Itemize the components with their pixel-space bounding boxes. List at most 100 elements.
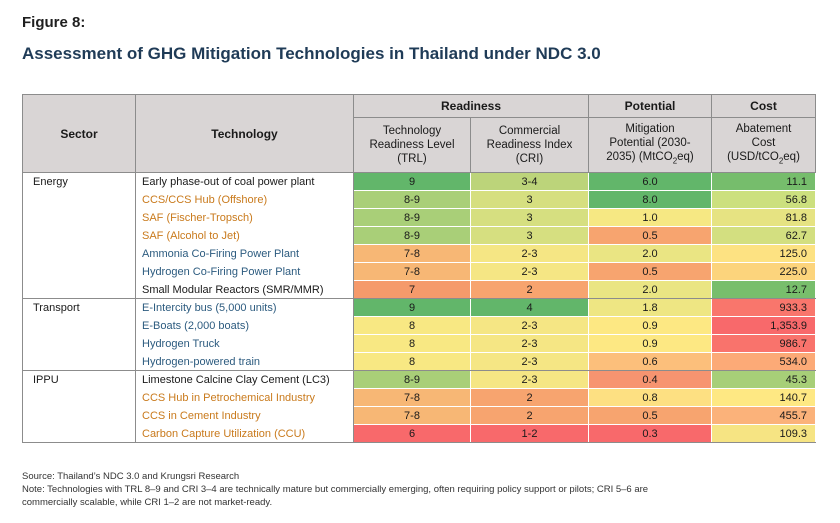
notes: Source: Thailand’s NDC 3.0 and Krungsri … bbox=[22, 470, 822, 509]
header-abate-line2: Cost bbox=[751, 136, 776, 149]
cost-cell: 225.0 bbox=[711, 262, 816, 281]
header-trl: Technology Readiness Level (TRL) bbox=[353, 117, 471, 173]
table-row: CCS Hub in Petrochemical Industry 7-8 2 0.8… bbox=[22, 388, 816, 407]
cri-cell: 2 bbox=[470, 280, 589, 299]
cri-cell: 2-3 bbox=[470, 262, 589, 281]
sector-cell bbox=[22, 208, 136, 227]
sector-cell: Transport bbox=[22, 298, 136, 317]
sector-cell: Energy bbox=[22, 172, 136, 191]
header-abate-sub: 2 bbox=[778, 156, 784, 166]
technology-cell: E-Boats (2,000 boats) bbox=[135, 316, 354, 335]
header-trl-line2: Readiness Level bbox=[369, 139, 455, 151]
mitigation-cell: 0.6 bbox=[588, 352, 712, 371]
technology-cell: Ammonia Co-Firing Power Plant bbox=[135, 244, 354, 263]
mitigation-cell: 0.8 bbox=[588, 388, 712, 407]
table-row: Ammonia Co-Firing Power Plant 7-8 2-3 2.0 12… bbox=[22, 244, 816, 263]
technology-cell: SAF (Fischer-Tropsch) bbox=[135, 208, 354, 227]
table-row: Carbon Capture Utilization (CCU) 6 1-2 0.3 1… bbox=[22, 424, 816, 443]
header-cri-line3: (CRI) bbox=[515, 153, 544, 165]
table-row: Hydrogen Co-Firing Power Plant 7-8 2-3 0.5 2… bbox=[22, 262, 816, 281]
header-mitigation: Mitigation Potential (2030- 2035) (MtCO2… bbox=[588, 117, 712, 173]
cri-cell: 2 bbox=[470, 406, 589, 425]
sector-cell bbox=[22, 334, 136, 353]
technology-cell: Hydrogen Truck bbox=[135, 334, 354, 353]
table-row: E-Boats (2,000 boats) 8 2-3 0.9 1,353.9 bbox=[22, 316, 816, 335]
sector-cell bbox=[22, 388, 136, 407]
mitigation-cell: 1.8 bbox=[588, 298, 712, 317]
cri-cell: 3 bbox=[470, 208, 589, 227]
mitigation-cell: 1.0 bbox=[588, 208, 712, 227]
cost-cell: 534.0 bbox=[711, 352, 816, 371]
mitigation-cell: 8.0 bbox=[588, 190, 712, 209]
header-cri-line2: Readiness Index bbox=[486, 139, 573, 151]
mitigation-cell: 0.3 bbox=[588, 424, 712, 443]
trl-cell: 8-9 bbox=[353, 190, 471, 209]
header-cri-line1: Commercial bbox=[498, 125, 561, 137]
mitigation-cell: 2.0 bbox=[588, 280, 712, 299]
header-sector: Sector bbox=[22, 94, 136, 173]
technology-cell: Small Modular Reactors (SMR/MMR) bbox=[135, 280, 354, 299]
technology-cell: Hydrogen Co-Firing Power Plant bbox=[135, 262, 354, 281]
technology-cell: Limestone Calcine Clay Cement (LC3) bbox=[135, 370, 354, 389]
header-abate-line1: Abatement bbox=[735, 122, 792, 135]
sector-cell: IPPU bbox=[22, 370, 136, 389]
trl-cell: 8 bbox=[353, 352, 471, 371]
table-row: IPPU Limestone Calcine Clay Cement (LC3) 8… bbox=[22, 370, 816, 389]
mitigation-cell: 6.0 bbox=[588, 172, 712, 191]
header-potential: Potential bbox=[588, 94, 712, 118]
table-row: Hydrogen-powered train 8 2-3 0.6 534.0 bbox=[22, 352, 816, 371]
header-abatement: Abatement Cost (USD/tCO2eq) bbox=[711, 117, 816, 173]
trl-cell: 8 bbox=[353, 316, 471, 335]
figure-title: Assessment of GHG Mitigation Technologie… bbox=[22, 44, 601, 63]
header-trl-line3: (TRL) bbox=[397, 153, 427, 165]
header-technology: Technology bbox=[135, 94, 354, 173]
technology-cell: Early phase-out of coal power plant bbox=[135, 172, 354, 191]
trl-cell: 6 bbox=[353, 424, 471, 443]
trl-cell: 8 bbox=[353, 334, 471, 353]
assessment-table: Sector Technology Readiness Potential Co… bbox=[22, 94, 816, 443]
header-abate-line3: (USD/tCO bbox=[727, 150, 779, 163]
header-cri: Commercial Readiness Index (CRI) bbox=[470, 117, 589, 173]
technology-cell: CCS/CCS Hub (Offshore) bbox=[135, 190, 354, 209]
table-row: Small Modular Reactors (SMR/MMR) 7 2 2.0 12.… bbox=[22, 280, 816, 299]
trl-cell: 7 bbox=[353, 280, 471, 299]
header-cost: Cost bbox=[711, 94, 816, 118]
cri-cell: 2 bbox=[470, 388, 589, 407]
header-abate-tail: eq) bbox=[783, 150, 800, 163]
cost-cell: 81.8 bbox=[711, 208, 816, 227]
sector-cell bbox=[22, 190, 136, 209]
header-readiness: Readiness bbox=[353, 94, 589, 118]
trl-cell: 7-8 bbox=[353, 244, 471, 263]
technology-cell: Hydrogen-powered train bbox=[135, 352, 354, 371]
cri-cell: 2-3 bbox=[470, 316, 589, 335]
table-row: Energy Early phase-out of coal power plan… bbox=[22, 172, 816, 191]
trl-cell: 7-8 bbox=[353, 388, 471, 407]
table-row: SAF (Fischer-Tropsch) 8-9 3 1.0 81.8 bbox=[22, 208, 816, 227]
cri-cell: 3 bbox=[470, 226, 589, 245]
cost-cell: 1,353.9 bbox=[711, 316, 816, 335]
header-mit-line1: Mitigation bbox=[625, 122, 675, 135]
technology-cell: SAF (Alcohol to Jet) bbox=[135, 226, 354, 245]
table-row: Transport E-Intercity bus (5,000 units) 9 4… bbox=[22, 298, 816, 317]
cri-cell: 2-3 bbox=[470, 334, 589, 353]
sector-cell bbox=[22, 226, 136, 245]
trl-cell: 8-9 bbox=[353, 208, 471, 227]
cri-cell: 2-3 bbox=[470, 352, 589, 371]
table-row: CCS/CCS Hub (Offshore) 8-9 3 8.0 56.8 bbox=[22, 190, 816, 209]
header-mit-sub: 2 bbox=[672, 156, 678, 166]
table-body: Energy Early phase-out of coal power plan… bbox=[22, 172, 816, 443]
mitigation-cell: 0.5 bbox=[588, 406, 712, 425]
cost-cell: 109.3 bbox=[711, 424, 816, 443]
figure-label: Figure 8: bbox=[22, 14, 86, 31]
mitigation-cell: 2.0 bbox=[588, 244, 712, 263]
cri-cell: 4 bbox=[470, 298, 589, 317]
sector-cell bbox=[22, 262, 136, 281]
cost-cell: 455.7 bbox=[711, 406, 816, 425]
cost-cell: 125.0 bbox=[711, 244, 816, 263]
technology-cell: CCS Hub in Petrochemical Industry bbox=[135, 388, 354, 407]
mitigation-cell: 0.4 bbox=[588, 370, 712, 389]
sector-cell bbox=[22, 424, 136, 443]
cri-cell: 2-3 bbox=[470, 244, 589, 263]
table-row: CCS in Cement Industry 7-8 2 0.5 455.7 bbox=[22, 406, 816, 425]
trl-cell: 7-8 bbox=[353, 262, 471, 281]
